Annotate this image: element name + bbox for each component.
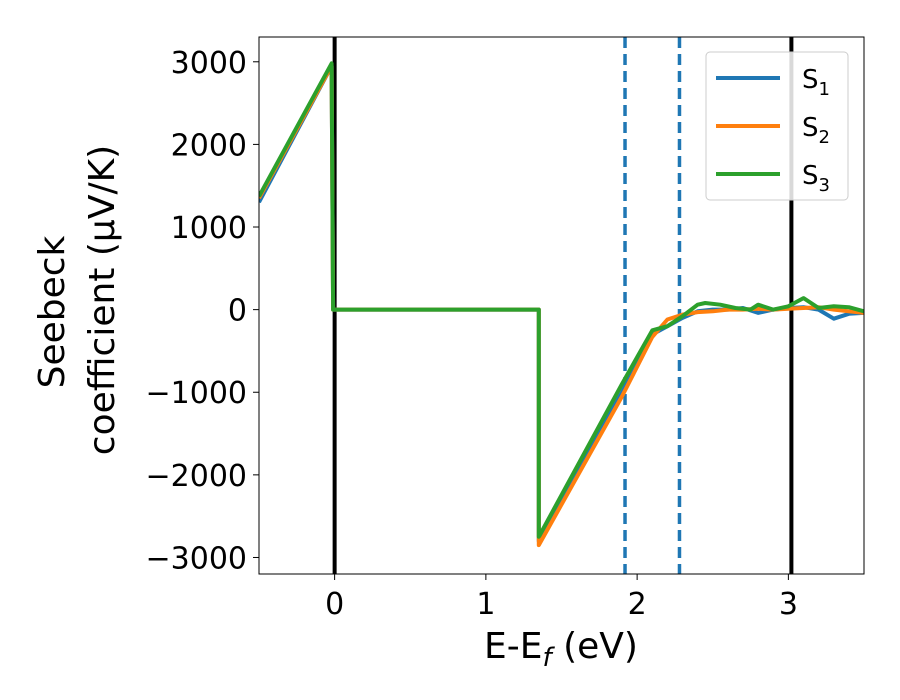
- y-tick-label: −1000: [146, 376, 247, 411]
- y-tick-label: −2000: [146, 459, 247, 494]
- x-tick-label: 2: [628, 587, 647, 622]
- series-lines: [259, 61, 864, 548]
- y-tick-label: 1000: [171, 211, 247, 246]
- x-axis-title: E-Ef (eV): [484, 626, 638, 673]
- legend-label-subscript: 3: [819, 175, 830, 196]
- x-tick-label: 1: [476, 587, 495, 622]
- y-tick-label: 2000: [171, 128, 247, 163]
- plot-frame: [258, 36, 865, 575]
- series-line-s3: [259, 61, 864, 539]
- x-tick-label: 3: [779, 587, 798, 622]
- y-axis-title-line2: coefficient (μV/K): [82, 145, 123, 455]
- y-axis-title: Seebeck coefficient (μV/K): [32, 145, 123, 455]
- legend-label-subscript: 1: [819, 79, 830, 100]
- y-axis-ticks: −3000 −2000 −1000 0 1000 2000 3000: [146, 46, 259, 576]
- x-tick-label: 0: [325, 587, 344, 622]
- legend-label-subscript: 2: [819, 127, 830, 148]
- x-axis-title-unit: (eV): [552, 626, 638, 667]
- y-tick-label: 3000: [171, 46, 247, 81]
- y-axis-title-line1: Seebeck: [32, 235, 73, 388]
- y-tick-label: −3000: [146, 541, 247, 576]
- y-tick-label: 0: [228, 294, 247, 329]
- x-axis-ticks: 0 1 2 3: [325, 574, 798, 622]
